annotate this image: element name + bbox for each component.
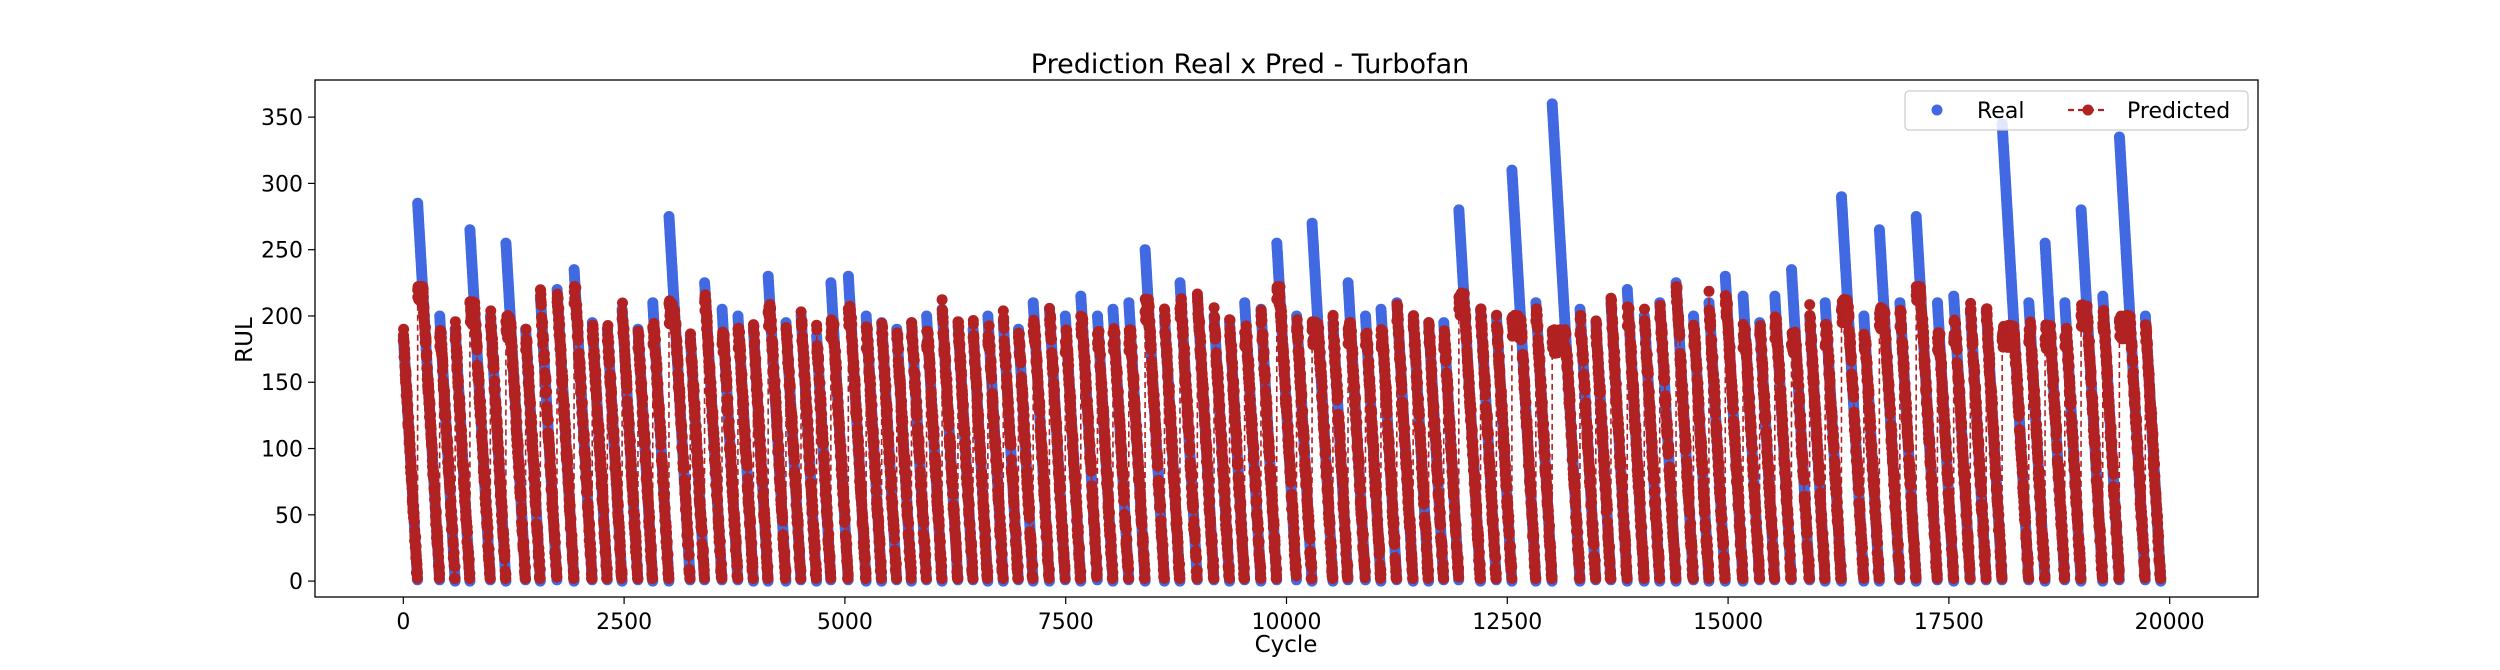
- chart-title: Prediction Real x Pred - Turbofan: [1031, 49, 1469, 80]
- plot-marks: [397, 98, 2167, 587]
